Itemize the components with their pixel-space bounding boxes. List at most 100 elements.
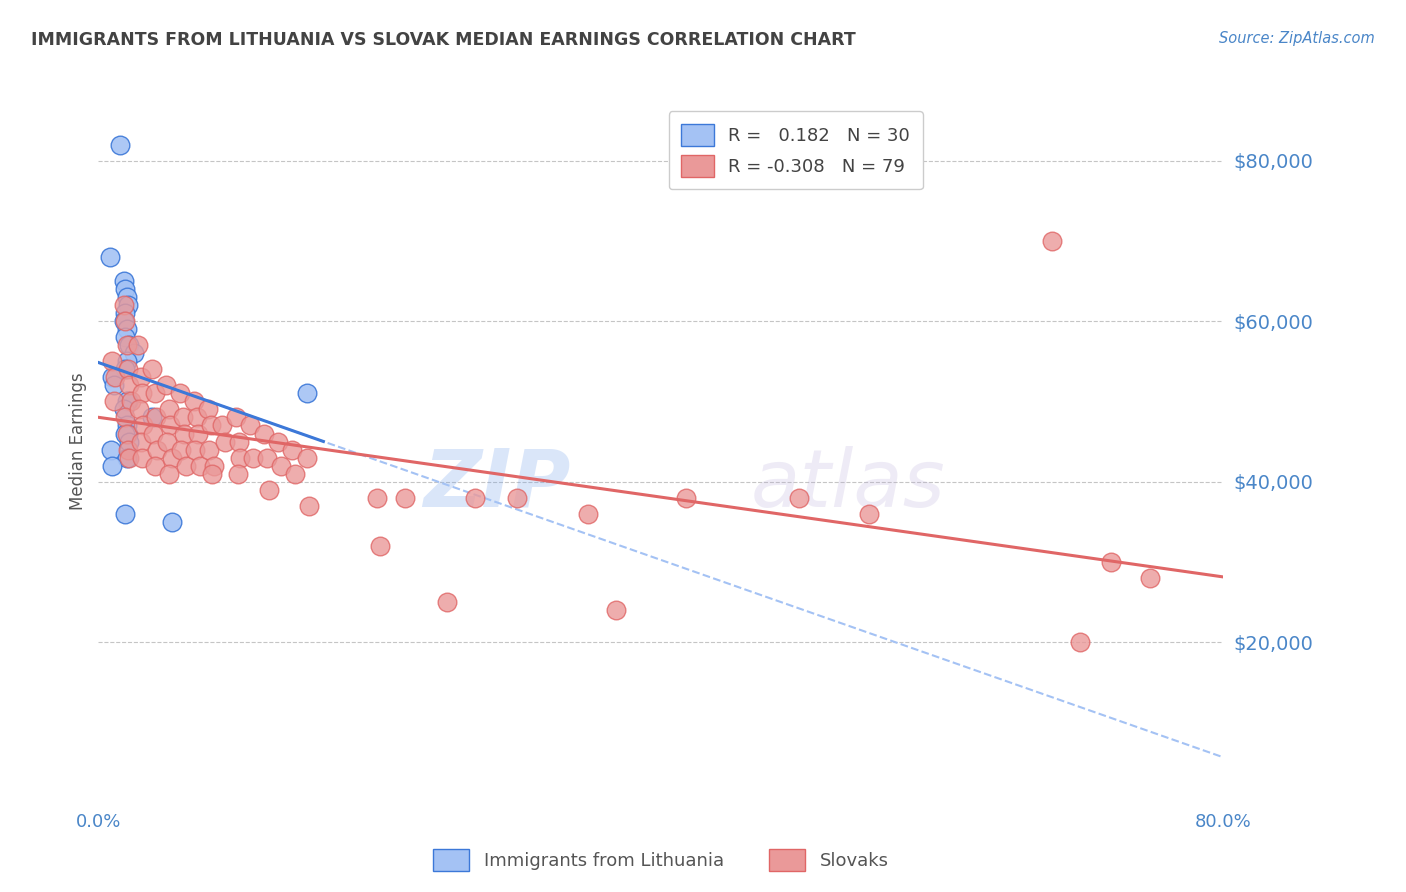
Point: [128, 402, 150, 417]
Point: [170, 442, 193, 457]
Point: [183, 394, 205, 409]
Point: [122, 346, 145, 360]
Text: Source: ZipAtlas.com: Source: ZipAtlas.com: [1219, 31, 1375, 46]
Point: [112, 314, 135, 328]
Point: [160, 515, 183, 529]
Point: [464, 491, 486, 505]
Point: [201, 467, 224, 481]
Point: [115, 450, 138, 465]
Point: [103, 378, 125, 392]
Point: [605, 603, 627, 617]
Point: [281, 442, 304, 457]
Point: [295, 450, 318, 465]
Point: [172, 410, 194, 425]
Point: [115, 426, 138, 441]
Point: [394, 491, 416, 505]
Point: [214, 434, 236, 449]
Point: [117, 426, 139, 441]
Point: [173, 426, 195, 441]
Point: [228, 434, 250, 449]
Point: [115, 394, 138, 409]
Point: [98, 250, 121, 264]
Point: [156, 434, 179, 449]
Point: [368, 539, 391, 553]
Point: [267, 434, 290, 449]
Point: [131, 386, 153, 401]
Point: [129, 434, 152, 449]
Point: [256, 450, 278, 465]
Point: [114, 306, 136, 320]
Point: [1139, 571, 1161, 585]
Point: [115, 290, 138, 304]
Point: [114, 282, 136, 296]
Point: [118, 434, 141, 449]
Point: [142, 426, 165, 441]
Point: [198, 442, 221, 457]
Point: [202, 458, 225, 473]
Point: [115, 338, 138, 352]
Point: [145, 410, 167, 425]
Point: [200, 418, 222, 433]
Point: [253, 426, 276, 441]
Point: [229, 450, 252, 465]
Point: [101, 458, 124, 473]
Point: [257, 483, 280, 497]
Point: [141, 410, 163, 425]
Point: [117, 298, 139, 312]
Point: [295, 386, 318, 401]
Point: [103, 394, 125, 409]
Point: [284, 467, 307, 481]
Point: [131, 450, 153, 465]
Point: [506, 491, 529, 505]
Point: [118, 378, 141, 392]
Y-axis label: Median Earnings: Median Earnings: [69, 373, 87, 510]
Point: [174, 458, 197, 473]
Legend: Immigrants from Lithuania, Slovaks: Immigrants from Lithuania, Slovaks: [426, 842, 896, 879]
Point: [366, 491, 388, 505]
Point: [100, 442, 122, 457]
Text: ZIP: ZIP: [423, 446, 571, 524]
Point: [187, 426, 209, 441]
Point: [270, 458, 292, 473]
Point: [858, 507, 880, 521]
Point: [787, 491, 810, 505]
Point: [115, 418, 138, 433]
Point: [157, 467, 180, 481]
Point: [118, 450, 141, 465]
Point: [117, 362, 139, 376]
Point: [115, 354, 138, 368]
Point: [104, 370, 127, 384]
Point: [114, 426, 136, 441]
Point: [120, 394, 142, 409]
Point: [159, 418, 181, 433]
Point: [101, 370, 124, 384]
Point: [141, 362, 163, 376]
Point: [143, 458, 166, 473]
Point: [242, 450, 264, 465]
Point: [117, 394, 139, 409]
Point: [118, 338, 141, 352]
Point: [675, 491, 697, 505]
Point: [160, 450, 183, 465]
Point: [155, 378, 177, 392]
Point: [129, 370, 152, 384]
Point: [108, 137, 131, 152]
Point: [115, 322, 138, 336]
Point: [114, 330, 136, 344]
Point: [197, 402, 219, 417]
Point: [101, 354, 124, 368]
Point: [114, 362, 136, 376]
Point: [112, 402, 135, 417]
Point: [226, 467, 249, 481]
Point: [127, 338, 149, 352]
Point: [114, 507, 136, 521]
Point: [143, 386, 166, 401]
Point: [1099, 555, 1122, 569]
Point: [576, 507, 599, 521]
Point: [211, 418, 233, 433]
Point: [117, 442, 139, 457]
Point: [298, 499, 321, 513]
Point: [146, 442, 169, 457]
Point: [114, 314, 136, 328]
Point: [112, 298, 135, 312]
